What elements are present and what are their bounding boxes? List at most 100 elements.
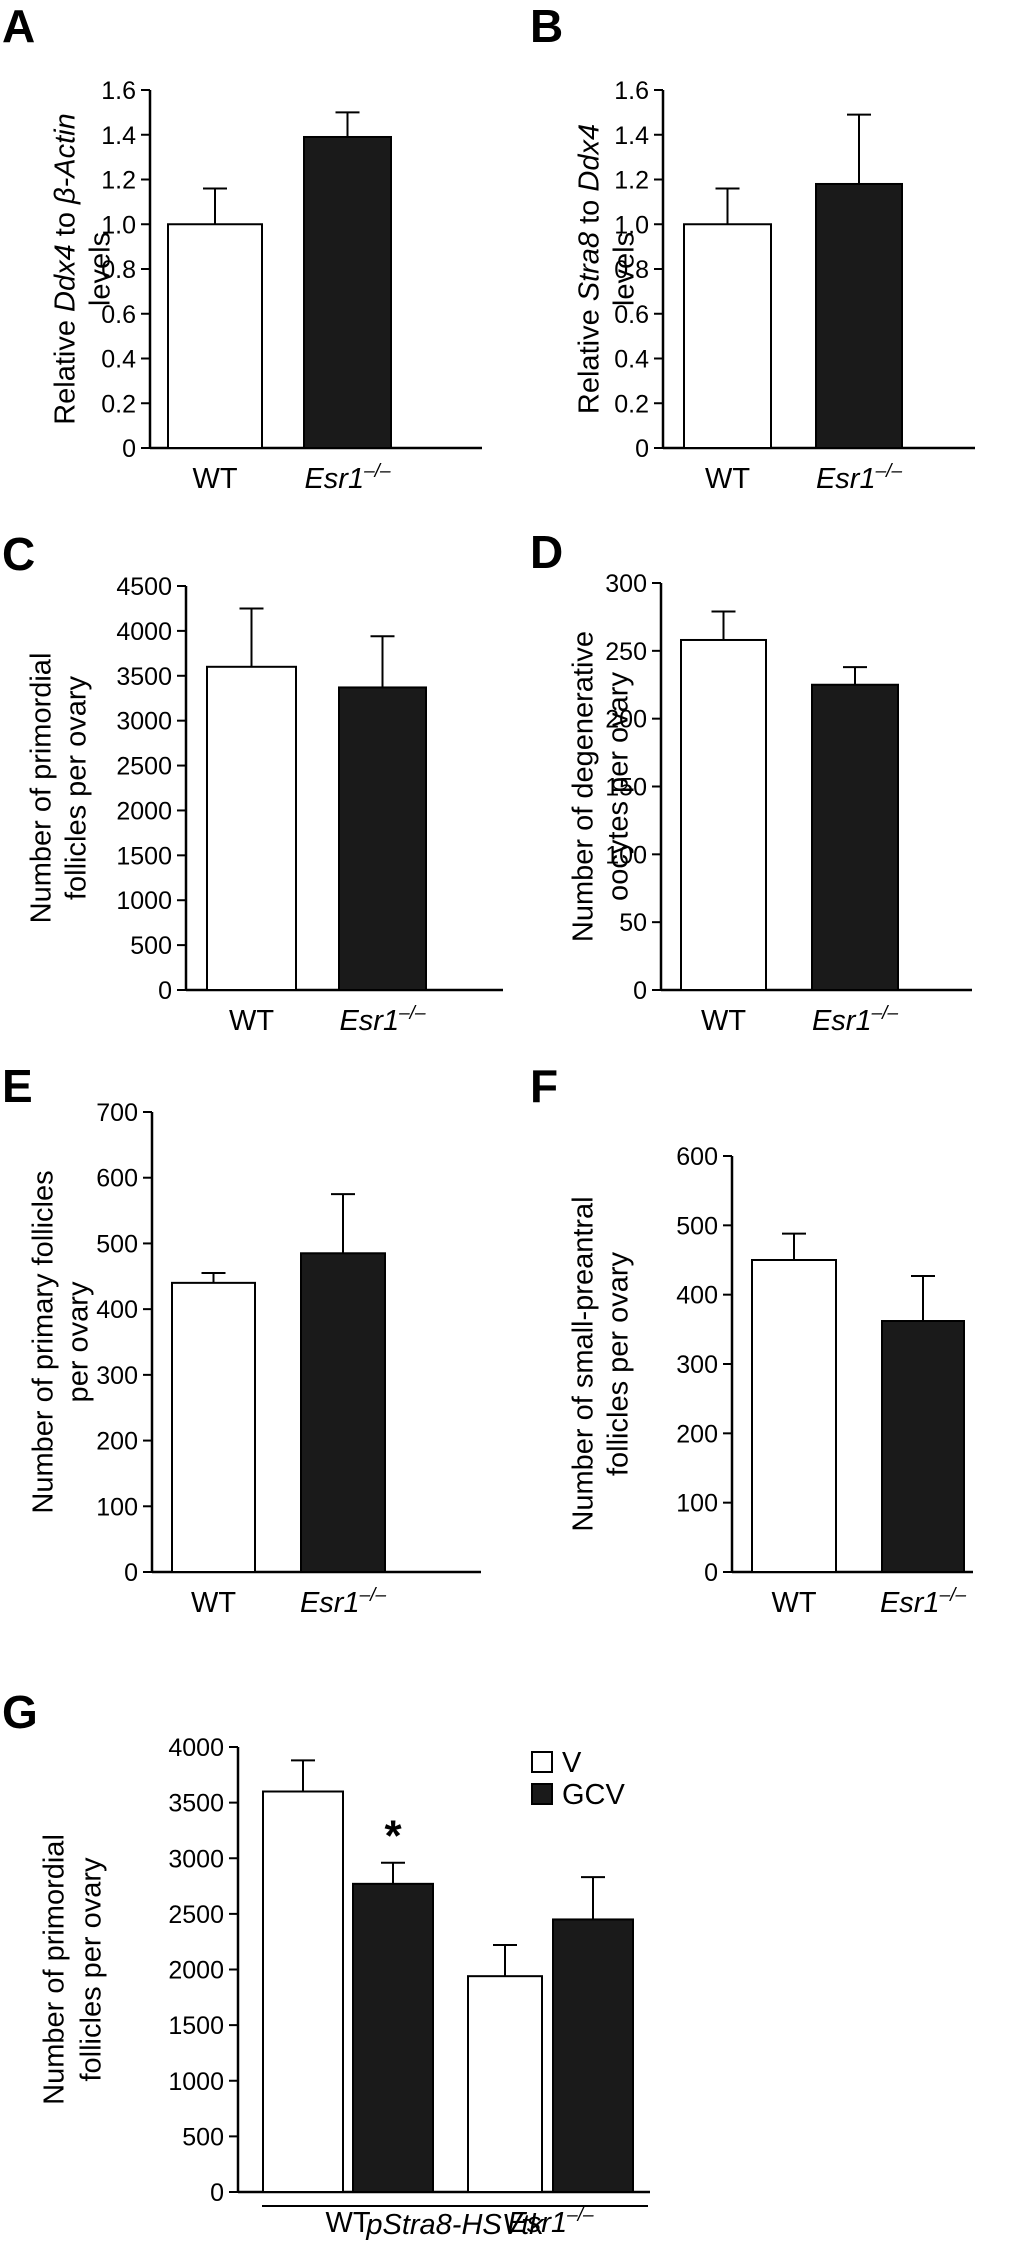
chart-panel-d: D 0 50 100 150 200 250 300 Number of degenerativ… — [530, 526, 972, 1037]
x-category-label-sup: –/– — [359, 1585, 387, 1606]
y-tick-label: 200 — [676, 1420, 718, 1448]
y-axis-label: Number of primordial follicles per ovary — [26, 653, 93, 924]
y-tick-label: 0 — [633, 977, 647, 1005]
bar-gcv-wt — [352, 1882, 434, 2194]
y-axis-label-run: Number of primary follicles — [28, 1170, 60, 1513]
panel-label-g: G — [2, 1686, 38, 1738]
y-axis-label-run: Number of small-preantral — [568, 1196, 600, 1531]
y-tick-label: 700 — [96, 1099, 138, 1127]
legend-label-gcv: GCV — [562, 1779, 626, 1811]
y-tick-label: 300 — [676, 1351, 718, 1379]
x-category-label-sup: –/– — [566, 2205, 594, 2226]
y-tick-label: 200 — [96, 1428, 138, 1456]
y-tick-label: 0 — [158, 977, 172, 1005]
y-tick-label: 1500 — [168, 2012, 224, 2040]
bar-wt — [751, 1259, 837, 1573]
y-axis-label-line: per ovary — [63, 1281, 95, 1402]
bar-wt — [680, 638, 767, 991]
y-tick-label: 500 — [182, 2123, 224, 2151]
bar-v-wt — [262, 1790, 344, 2193]
y-axis-label-line: Number of primordial — [39, 1834, 71, 2105]
chart-panel-e: E 0 100 200 300 400 500 600 700 Number of primary… — [2, 1060, 481, 1619]
panel-label-b: B — [530, 0, 563, 52]
y-tick-label: 50 — [619, 909, 647, 937]
bar-wt — [206, 665, 297, 991]
y-tick-label: 0.4 — [101, 346, 136, 374]
y-axis-label: Number of degenerative oocytes per ovary — [568, 631, 635, 942]
panel-label-c: C — [2, 528, 35, 580]
y-tick-label: 100 — [96, 1493, 138, 1521]
bar-esr1 — [815, 182, 903, 449]
bar-wt — [167, 223, 263, 449]
y-tick-label: 150 — [605, 774, 647, 802]
panel-label-f: F — [530, 1060, 558, 1112]
y-axis-label-line: oocytes per ovary — [603, 672, 635, 901]
y-axis-label-line: follicles per ovary — [76, 1857, 108, 2082]
x-category-label-text: Esr1 — [304, 463, 364, 495]
y-axis-label-run: to — [574, 192, 606, 232]
bar-gcv-esr1 — [552, 1918, 634, 2193]
y-axis-label-run: Relative — [574, 301, 606, 414]
y-tick-label: 0 — [704, 1559, 718, 1587]
y-axis-label-line: levels — [609, 232, 641, 306]
y-tick-label: 1.0 — [101, 211, 136, 239]
bar-esr1 — [811, 683, 899, 991]
y-tick-label: 1.4 — [101, 122, 136, 150]
y-tick-label: 4500 — [116, 573, 172, 601]
x-category-label-text: WT — [325, 2207, 370, 2239]
y-tick-label: 500 — [96, 1230, 138, 1258]
chart-panel-f: F 0 100 200 300 400 500 600 Number of small-prea… — [530, 1060, 973, 1619]
y-tick-label: 4000 — [168, 1734, 224, 1762]
y-axis-label-run: follicles per ovary — [603, 1251, 635, 1476]
x-category-label: Esr1–/– — [816, 461, 902, 495]
y-tick-label: 0 — [635, 435, 649, 463]
x-category-label-text: Esr1 — [816, 463, 876, 495]
y-axis-label-run: levels — [85, 232, 117, 306]
legend-swatch-v — [531, 1751, 553, 1773]
y-axis-label-line: Number of primary follicles — [28, 1170, 60, 1513]
x-category-label: WT — [325, 2207, 370, 2239]
y-axis-label: Number of primary follicles per ovary — [28, 1170, 95, 1513]
x-category-label-sup: –/– — [363, 461, 391, 482]
x-category-label: WT — [229, 1005, 274, 1037]
panel-label-a: A — [2, 0, 35, 52]
x-category-label-text: Esr1 — [507, 2207, 567, 2239]
y-axis-label-run: Number of primordial — [26, 653, 58, 924]
y-tick-label: 0.8 — [614, 256, 649, 284]
x-category-label: Esr1–/– — [507, 2205, 593, 2239]
x-category-label: WT — [701, 1005, 746, 1037]
x-category-label: WT — [192, 463, 237, 495]
panel-label-e: E — [2, 1060, 33, 1112]
y-tick-label: 0 — [124, 1559, 138, 1587]
y-tick-label: 500 — [676, 1212, 718, 1240]
y-tick-label: 0.2 — [614, 390, 649, 418]
y-axis-label-line: levels — [85, 232, 117, 306]
x-category-label: WT — [191, 1587, 236, 1619]
y-axis-label-run: Number of primordial — [39, 1834, 71, 2105]
x-category-label-text: Esr1 — [812, 1005, 872, 1037]
y-axis-label-line: Relative Ddx4 to β-Actin — [50, 113, 82, 425]
x-category-label-text: WT — [192, 463, 237, 495]
chart-panel-b: B 0 0.2 0.4 0.6 0.8 1.0 1.2 1.4 1.6 Relative Stra8… — [530, 0, 975, 495]
y-tick-label: 2000 — [168, 1957, 224, 1985]
y-tick-label: 0 — [122, 435, 136, 463]
x-category-label-text: Esr1 — [880, 1587, 940, 1619]
x-category-label-text: WT — [705, 463, 750, 495]
y-tick-label: 1.4 — [614, 122, 649, 150]
x-category-label-text: WT — [191, 1587, 236, 1619]
y-tick-label: 500 — [130, 932, 172, 960]
x-category-label-text: Esr1 — [300, 1587, 360, 1619]
y-tick-label: 400 — [676, 1282, 718, 1310]
bar-esr1 — [338, 686, 427, 992]
y-tick-label: 600 — [96, 1165, 138, 1193]
bar-v-esr1 — [467, 1975, 543, 2194]
y-axis-label-run: follicles per ovary — [61, 675, 93, 900]
y-tick-label: 1500 — [116, 842, 172, 870]
y-tick-label: 3500 — [116, 663, 172, 691]
y-tick-label: 4000 — [116, 618, 172, 646]
x-category-label-text: Esr1 — [339, 1005, 399, 1037]
y-tick-label: 3500 — [168, 1790, 224, 1818]
x-category-label: Esr1–/– — [304, 461, 390, 495]
